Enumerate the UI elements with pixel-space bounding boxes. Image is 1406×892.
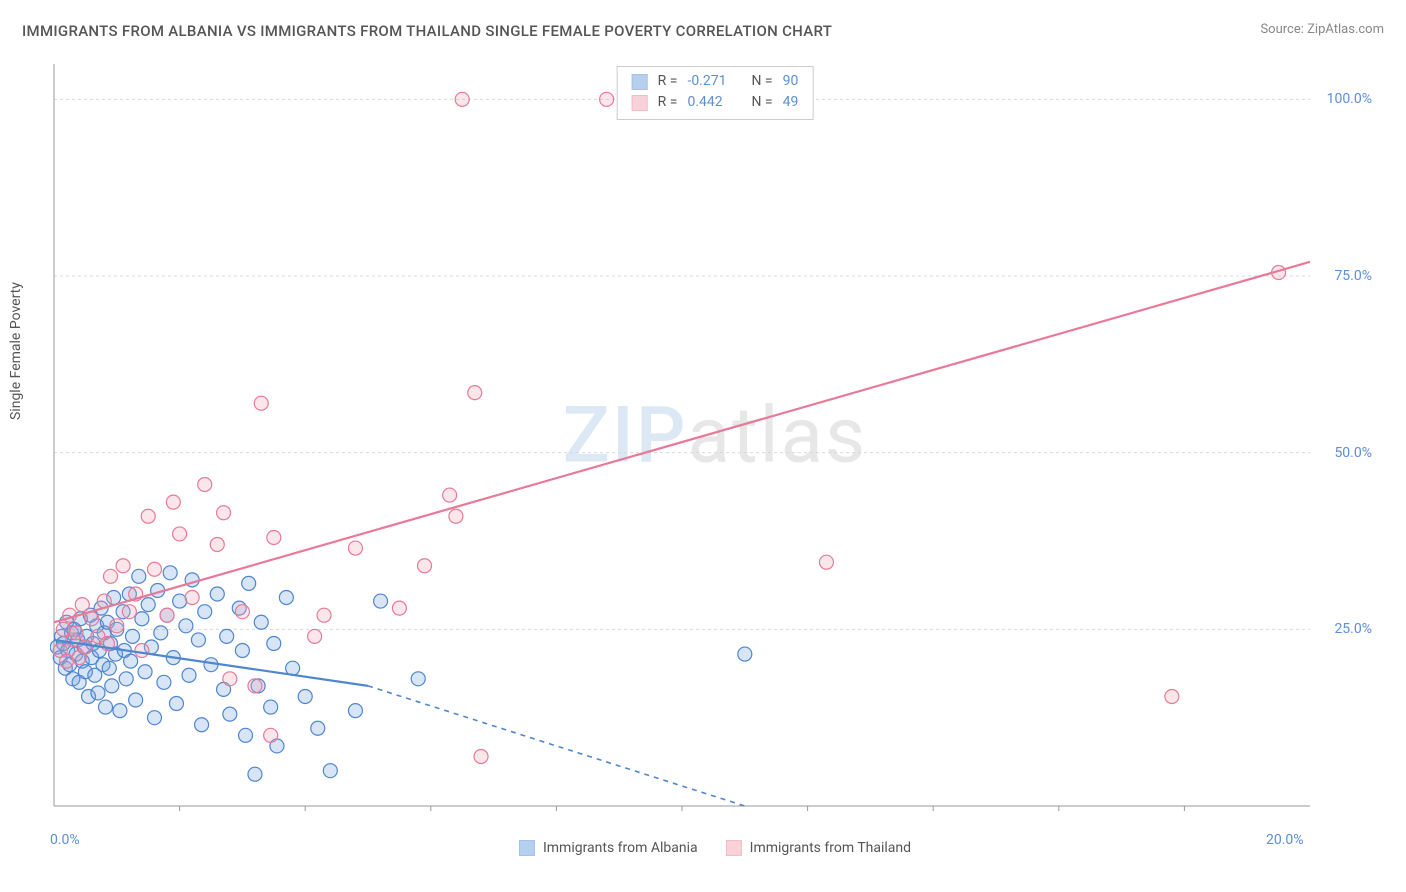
- source-attribution: Source: ZipAtlas.com: [1260, 22, 1384, 37]
- series-legend: Immigrants from Albania Immigrants from T…: [519, 834, 911, 856]
- x-tick-label: 20.0%: [1266, 832, 1304, 848]
- stats-r-label: R =: [658, 71, 678, 92]
- legend-label: Immigrants from Thailand: [750, 840, 911, 856]
- stats-n-value: 49: [783, 92, 799, 113]
- stats-row: R = -0.271 N = 90: [632, 71, 799, 92]
- y-tick-label: 75.0%: [1334, 268, 1372, 284]
- legend-label: Immigrants from Albania: [543, 840, 698, 856]
- stats-r-value: 0.442: [687, 92, 741, 113]
- stats-swatch: [632, 95, 648, 111]
- y-tick-label: 100.0%: [1327, 91, 1372, 107]
- stats-r-value: -0.271: [687, 71, 741, 92]
- legend-item: Immigrants from Thailand: [726, 840, 911, 856]
- stats-swatch: [632, 74, 648, 90]
- stats-r-label: R =: [658, 92, 678, 113]
- chart-area: ZIPatlas R = -0.271 N = 90 R = 0.442 N =…: [50, 60, 1380, 830]
- stats-row: R = 0.442 N = 49: [632, 92, 799, 113]
- y-tick-label: 50.0%: [1334, 445, 1372, 461]
- stats-n-label: N =: [751, 71, 772, 92]
- x-tick-label: 0.0%: [50, 832, 80, 848]
- scatter-plot: [50, 60, 1380, 830]
- legend-swatch: [519, 840, 535, 856]
- correlation-stats-box: R = -0.271 N = 90 R = 0.442 N = 49: [617, 66, 814, 120]
- legend-swatch: [726, 840, 742, 856]
- source-link[interactable]: ZipAtlas.com: [1307, 22, 1384, 37]
- stats-n-value: 90: [783, 71, 799, 92]
- chart-title: IMMIGRANTS FROM ALBANIA VS IMMIGRANTS FR…: [22, 22, 832, 40]
- legend-item: Immigrants from Albania: [519, 840, 698, 856]
- source-label: Source:: [1260, 22, 1303, 37]
- y-axis-label: Single Female Poverty: [8, 282, 24, 420]
- stats-n-label: N =: [751, 92, 772, 113]
- y-tick-label: 25.0%: [1334, 621, 1372, 637]
